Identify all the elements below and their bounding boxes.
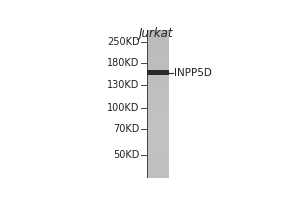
- Bar: [147, 141, 169, 143]
- Bar: [147, 63, 169, 65]
- Bar: [147, 123, 169, 124]
- Bar: [147, 60, 169, 62]
- Bar: [147, 89, 169, 91]
- Bar: [147, 54, 169, 56]
- Bar: [147, 86, 169, 87]
- Bar: [147, 121, 169, 123]
- Bar: [147, 163, 169, 165]
- Bar: [147, 126, 169, 128]
- Bar: [147, 99, 169, 100]
- Bar: [147, 47, 169, 49]
- Bar: [147, 108, 169, 110]
- Bar: [147, 82, 169, 84]
- Bar: [147, 156, 169, 158]
- Bar: [147, 49, 169, 50]
- Bar: [147, 165, 169, 167]
- Bar: [147, 80, 169, 82]
- Bar: [147, 172, 169, 174]
- Bar: [147, 117, 169, 119]
- Bar: [147, 32, 169, 34]
- Text: 70KD: 70KD: [113, 124, 140, 134]
- Bar: [147, 137, 169, 139]
- Bar: [147, 100, 169, 102]
- Bar: [147, 152, 169, 154]
- Bar: [147, 56, 169, 58]
- Bar: [147, 150, 169, 152]
- Bar: [147, 76, 169, 78]
- Bar: [147, 171, 169, 172]
- Bar: [147, 43, 169, 45]
- Text: INPP5D: INPP5D: [173, 68, 211, 78]
- Text: Jurkat: Jurkat: [139, 27, 173, 40]
- Bar: [147, 148, 169, 150]
- Bar: [147, 65, 169, 67]
- Bar: [147, 71, 169, 73]
- Text: 50KD: 50KD: [113, 150, 140, 160]
- Bar: [147, 69, 169, 71]
- Bar: [147, 58, 169, 60]
- Bar: [147, 154, 169, 156]
- Bar: [147, 134, 169, 135]
- Bar: [147, 67, 169, 69]
- Bar: [147, 115, 169, 117]
- Bar: [147, 75, 169, 76]
- Bar: [147, 41, 169, 43]
- Bar: [147, 106, 169, 108]
- Bar: [147, 111, 169, 113]
- Bar: [147, 143, 169, 145]
- Bar: [147, 161, 169, 163]
- Bar: [147, 174, 169, 176]
- Bar: [147, 45, 169, 47]
- Bar: [147, 132, 169, 134]
- Bar: [147, 158, 169, 160]
- Bar: [147, 119, 169, 121]
- Bar: [147, 113, 169, 115]
- Bar: [147, 91, 169, 93]
- Text: 250KD: 250KD: [107, 37, 140, 47]
- Bar: [147, 73, 169, 75]
- Bar: [147, 124, 169, 126]
- Bar: [147, 104, 169, 106]
- Bar: [147, 147, 169, 148]
- Bar: [147, 128, 169, 130]
- Bar: [147, 110, 169, 111]
- Text: 180KD: 180KD: [107, 58, 140, 68]
- Bar: [147, 62, 169, 63]
- Bar: [147, 38, 169, 39]
- Bar: [147, 97, 169, 99]
- Bar: [147, 87, 169, 89]
- Bar: [147, 102, 169, 104]
- Bar: [147, 84, 169, 86]
- Text: 130KD: 130KD: [107, 80, 140, 90]
- Text: 100KD: 100KD: [107, 103, 140, 113]
- Bar: [147, 176, 169, 178]
- Bar: [147, 78, 169, 80]
- Bar: [147, 130, 169, 132]
- Bar: [147, 30, 169, 32]
- Bar: [147, 70, 169, 75]
- Bar: [147, 160, 169, 161]
- Bar: [147, 93, 169, 95]
- Bar: [147, 145, 169, 147]
- Bar: [147, 50, 169, 52]
- Bar: [147, 135, 169, 137]
- Bar: [147, 36, 169, 38]
- Bar: [147, 167, 169, 169]
- Bar: [147, 139, 169, 141]
- Bar: [147, 52, 169, 54]
- Bar: [147, 95, 169, 97]
- Bar: [147, 34, 169, 36]
- Bar: [147, 169, 169, 171]
- Bar: [147, 39, 169, 41]
